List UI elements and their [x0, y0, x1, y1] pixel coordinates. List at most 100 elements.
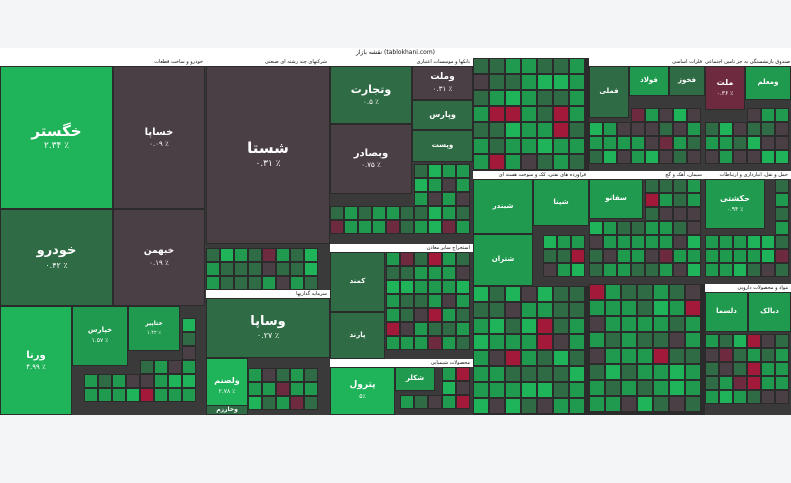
minor-stock-tile[interactable]: [705, 122, 719, 136]
minor-stock-tile[interactable]: [705, 348, 719, 362]
minor-stock-tile[interactable]: [685, 300, 701, 316]
minor-stock-tile[interactable]: [521, 382, 537, 398]
minor-stock-tile[interactable]: [220, 276, 234, 290]
minor-stock-tile[interactable]: [775, 263, 789, 277]
minor-stock-tile[interactable]: [473, 106, 489, 122]
minor-stock-tile[interactable]: [637, 316, 653, 332]
minor-stock-tile[interactable]: [747, 150, 761, 164]
minor-stock-tile[interactable]: [400, 206, 414, 220]
minor-stock-tile[interactable]: [621, 332, 637, 348]
minor-stock-tile[interactable]: [304, 382, 318, 396]
minor-stock-tile[interactable]: [442, 322, 456, 336]
minor-stock-tile[interactable]: [603, 249, 617, 263]
minor-stock-tile[interactable]: [442, 206, 456, 220]
minor-stock-tile[interactable]: [262, 262, 276, 276]
minor-stock-tile[interactable]: [761, 390, 775, 404]
minor-stock-tile[interactable]: [521, 334, 537, 350]
minor-stock-tile[interactable]: [428, 322, 442, 336]
minor-stock-tile[interactable]: [673, 179, 687, 193]
minor-stock-tile[interactable]: [603, 235, 617, 249]
minor-stock-tile[interactable]: [489, 382, 505, 398]
stock-tile[interactable]: وساپا ۰.۲۷ ٪: [206, 298, 330, 358]
minor-stock-tile[interactable]: [571, 249, 585, 263]
minor-stock-tile[interactable]: [637, 364, 653, 380]
minor-stock-tile[interactable]: [505, 350, 521, 366]
minor-stock-tile[interactable]: [617, 136, 631, 150]
minor-stock-tile[interactable]: [537, 286, 553, 302]
minor-stock-tile[interactable]: [456, 266, 470, 280]
minor-stock-tile[interactable]: [673, 263, 687, 277]
stock-tile[interactable]: وخارزم: [206, 405, 248, 415]
minor-stock-tile[interactable]: [473, 58, 489, 74]
minor-stock-tile[interactable]: [262, 368, 276, 382]
minor-stock-tile[interactable]: [673, 136, 687, 150]
minor-stock-tile[interactable]: [733, 249, 747, 263]
minor-stock-tile[interactable]: [653, 396, 669, 412]
minor-stock-tile[interactable]: [569, 366, 585, 382]
minor-stock-tile[interactable]: [747, 348, 761, 362]
minor-stock-tile[interactable]: [400, 395, 414, 409]
minor-stock-tile[interactable]: [687, 193, 701, 207]
minor-stock-tile[interactable]: [617, 235, 631, 249]
minor-stock-tile[interactable]: [589, 235, 603, 249]
minor-stock-tile[interactable]: [603, 122, 617, 136]
minor-stock-tile[interactable]: [182, 346, 196, 360]
minor-stock-tile[interactable]: [589, 150, 603, 164]
minor-stock-tile[interactable]: [673, 193, 687, 207]
minor-stock-tile[interactable]: [687, 263, 701, 277]
minor-stock-tile[interactable]: [637, 300, 653, 316]
minor-stock-tile[interactable]: [456, 178, 470, 192]
minor-stock-tile[interactable]: [290, 248, 304, 262]
minor-stock-tile[interactable]: [631, 150, 645, 164]
minor-stock-tile[interactable]: [248, 396, 262, 410]
minor-stock-tile[interactable]: [442, 367, 456, 381]
minor-stock-tile[interactable]: [112, 388, 126, 402]
minor-stock-tile[interactable]: [521, 138, 537, 154]
minor-stock-tile[interactable]: [473, 398, 489, 414]
minor-stock-tile[interactable]: [456, 164, 470, 178]
minor-stock-tile[interactable]: [557, 249, 571, 263]
minor-stock-tile[interactable]: [456, 220, 470, 234]
minor-stock-tile[interactable]: [631, 122, 645, 136]
minor-stock-tile[interactable]: [747, 376, 761, 390]
minor-stock-tile[interactable]: [775, 193, 789, 207]
minor-stock-tile[interactable]: [521, 302, 537, 318]
minor-stock-tile[interactable]: [442, 164, 456, 178]
minor-stock-tile[interactable]: [358, 206, 372, 220]
minor-stock-tile[interactable]: [489, 350, 505, 366]
stock-tile[interactable]: شستا ۰.۳۱ ٪: [206, 66, 330, 244]
minor-stock-tile[interactable]: [489, 334, 505, 350]
minor-stock-tile[interactable]: [589, 396, 605, 412]
minor-stock-tile[interactable]: [569, 350, 585, 366]
minor-stock-tile[interactable]: [653, 380, 669, 396]
minor-stock-tile[interactable]: [414, 294, 428, 308]
minor-stock-tile[interactable]: [442, 336, 456, 350]
minor-stock-tile[interactable]: [669, 348, 685, 364]
minor-stock-tile[interactable]: [456, 192, 470, 206]
minor-stock-tile[interactable]: [489, 90, 505, 106]
minor-stock-tile[interactable]: [775, 207, 789, 221]
minor-stock-tile[interactable]: [553, 122, 569, 138]
minor-stock-tile[interactable]: [248, 248, 262, 262]
minor-stock-tile[interactable]: [569, 74, 585, 90]
minor-stock-tile[interactable]: [262, 396, 276, 410]
stock-tile[interactable]: ملت ۰.۳۶ ٪: [705, 66, 745, 110]
minor-stock-tile[interactable]: [428, 252, 442, 266]
minor-stock-tile[interactable]: [569, 122, 585, 138]
minor-stock-tile[interactable]: [414, 308, 428, 322]
minor-stock-tile[interactable]: [669, 300, 685, 316]
minor-stock-tile[interactable]: [653, 300, 669, 316]
minor-stock-tile[interactable]: [553, 90, 569, 106]
minor-stock-tile[interactable]: [386, 308, 400, 322]
minor-stock-tile[interactable]: [687, 221, 701, 235]
minor-stock-tile[interactable]: [505, 122, 521, 138]
minor-stock-tile[interactable]: [537, 122, 553, 138]
minor-stock-tile[interactable]: [442, 294, 456, 308]
minor-stock-tile[interactable]: [473, 74, 489, 90]
minor-stock-tile[interactable]: [761, 263, 775, 277]
minor-stock-tile[interactable]: [571, 263, 585, 277]
minor-stock-tile[interactable]: [248, 262, 262, 276]
minor-stock-tile[interactable]: [705, 334, 719, 348]
minor-stock-tile[interactable]: [262, 382, 276, 396]
minor-stock-tile[interactable]: [775, 376, 789, 390]
